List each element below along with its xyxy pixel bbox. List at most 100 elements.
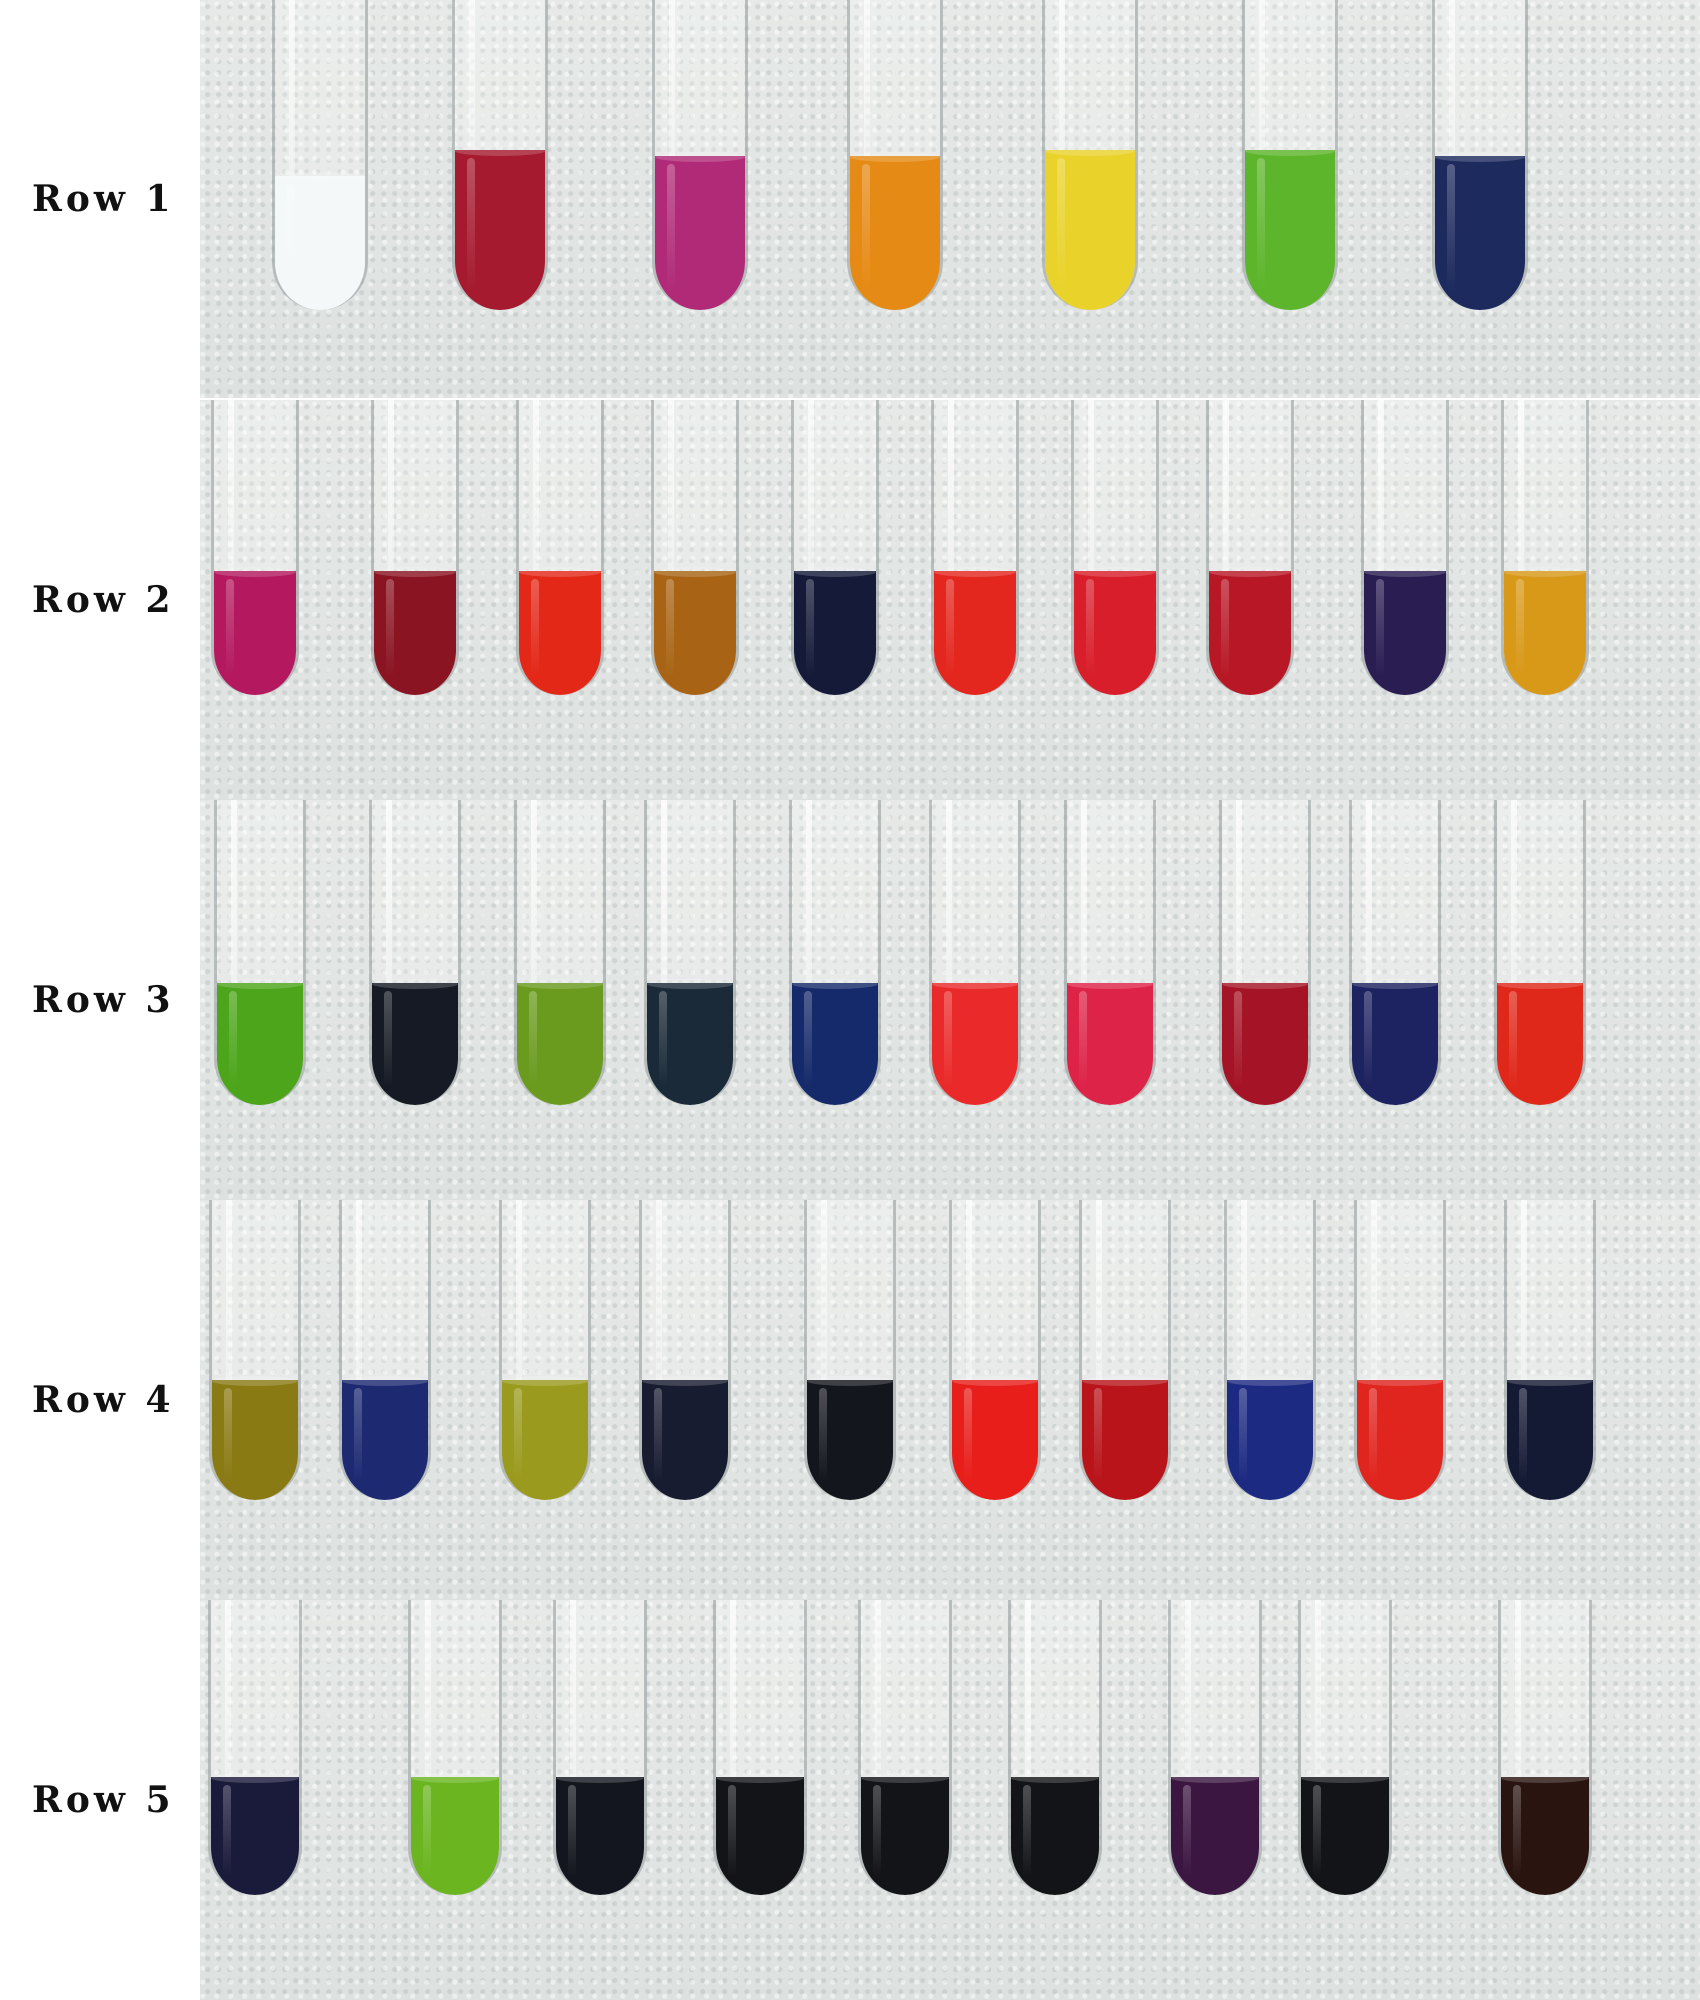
test-tube: [651, 400, 739, 695]
test-tube: [553, 1600, 647, 1895]
test-tube: [1501, 400, 1589, 695]
test-tube: [858, 1600, 952, 1895]
tube-liquid: [502, 1376, 588, 1500]
tube-glare: [531, 800, 537, 1105]
tube-glare: [946, 800, 952, 1105]
test-tube: [1079, 1200, 1171, 1500]
tube-liquid: [932, 979, 1018, 1105]
test-tube: [1498, 1600, 1592, 1895]
row-label: Row 3: [32, 979, 175, 1021]
tube-liquid: [556, 1773, 644, 1895]
test-tube: [211, 400, 299, 695]
tube-liquid: [654, 567, 736, 695]
tube-liquid: [792, 979, 878, 1105]
tube-liquid: [275, 172, 365, 310]
tube-glare: [821, 1200, 827, 1500]
tube-glare: [289, 0, 295, 310]
tube-liquid: [1067, 979, 1153, 1105]
tube-glare: [1241, 1200, 1247, 1500]
test-tube: [1071, 400, 1159, 695]
tube-glare: [1449, 0, 1455, 310]
tube-liquid: [217, 979, 303, 1105]
test-tube: [804, 1200, 896, 1500]
tube-liquid: [1209, 567, 1291, 695]
tube-glare: [668, 400, 674, 695]
test-tube: [516, 400, 604, 695]
tube-glare: [1088, 400, 1094, 695]
tube-liquid: [519, 567, 601, 695]
tube-liquid: [1227, 1376, 1313, 1500]
tube-glare: [1371, 1200, 1377, 1500]
tube-glare: [1185, 1600, 1191, 1895]
row-label: Row 1: [32, 178, 175, 220]
tube-glare: [226, 1200, 232, 1500]
tube-liquid: [952, 1376, 1038, 1500]
tube-glare: [1315, 1600, 1321, 1895]
tube-liquid: [1045, 146, 1135, 310]
test-tube: [1349, 800, 1441, 1105]
tube-liquid: [1357, 1376, 1443, 1500]
row-photo: [200, 1200, 1700, 1600]
tube-liquid: [1435, 152, 1525, 310]
tube-glare: [864, 0, 870, 310]
test-tube: [209, 1200, 301, 1500]
tube-glare: [1511, 800, 1517, 1105]
tube-liquid: [212, 1376, 298, 1500]
tube-glare: [1081, 800, 1087, 1105]
tube-glare: [1518, 400, 1524, 695]
test-tube: [208, 1600, 302, 1895]
row-photo: [200, 400, 1700, 800]
tube-liquid: [850, 152, 940, 310]
row-label: Row 5: [32, 1779, 175, 1821]
tube-liquid: [1074, 567, 1156, 695]
test-tube: [847, 0, 943, 310]
tube-liquid: [716, 1773, 804, 1895]
test-tube: [789, 800, 881, 1105]
row-3: Row 3: [0, 800, 1700, 1200]
test-tube: [1224, 1200, 1316, 1500]
tube-liquid: [342, 1376, 428, 1500]
tube-liquid: [1501, 1773, 1589, 1895]
tube-liquid: [1507, 1376, 1593, 1500]
tube-glare: [388, 400, 394, 695]
tube-glare: [570, 1600, 576, 1895]
row-4: Row 4: [0, 1200, 1700, 1600]
tube-glare: [228, 400, 234, 695]
tube-glare: [1223, 400, 1229, 695]
tube-liquid: [1222, 979, 1308, 1105]
test-tube: [1242, 0, 1338, 310]
test-tube: [929, 800, 1021, 1105]
tube-liquid: [411, 1773, 499, 1895]
test-tube: [499, 1200, 591, 1500]
tube-glare: [1521, 1200, 1527, 1500]
test-tube: [949, 1200, 1041, 1500]
tube-glare: [730, 1600, 736, 1895]
tube-liquid: [1011, 1773, 1099, 1895]
test-tube: [1206, 400, 1294, 695]
row-label: Row 2: [32, 579, 175, 621]
tube-glare: [356, 1200, 362, 1500]
test-tube: [339, 1200, 431, 1500]
tube-glare: [808, 400, 814, 695]
test-tube: [1008, 1600, 1102, 1895]
test-tube: [1168, 1600, 1262, 1895]
tube-liquid: [1497, 979, 1583, 1105]
test-tube: [1064, 800, 1156, 1105]
test-tube: [214, 800, 306, 1105]
tube-liquid: [1352, 979, 1438, 1105]
test-tube: [1504, 1200, 1596, 1500]
test-tube: [408, 1600, 502, 1895]
tube-glare: [661, 800, 667, 1105]
tube-glare: [425, 1600, 431, 1895]
tube-glare: [875, 1600, 881, 1895]
tube-liquid: [655, 152, 745, 310]
tube-glare: [1378, 400, 1384, 695]
test-tube: [272, 0, 368, 310]
row-photo: [200, 1600, 1700, 2000]
tube-glare: [231, 800, 237, 1105]
tube-liquid: [372, 979, 458, 1105]
tube-liquid: [642, 1376, 728, 1500]
tube-liquid: [374, 567, 456, 695]
tube-glare: [516, 1200, 522, 1500]
tube-glare: [386, 800, 392, 1105]
